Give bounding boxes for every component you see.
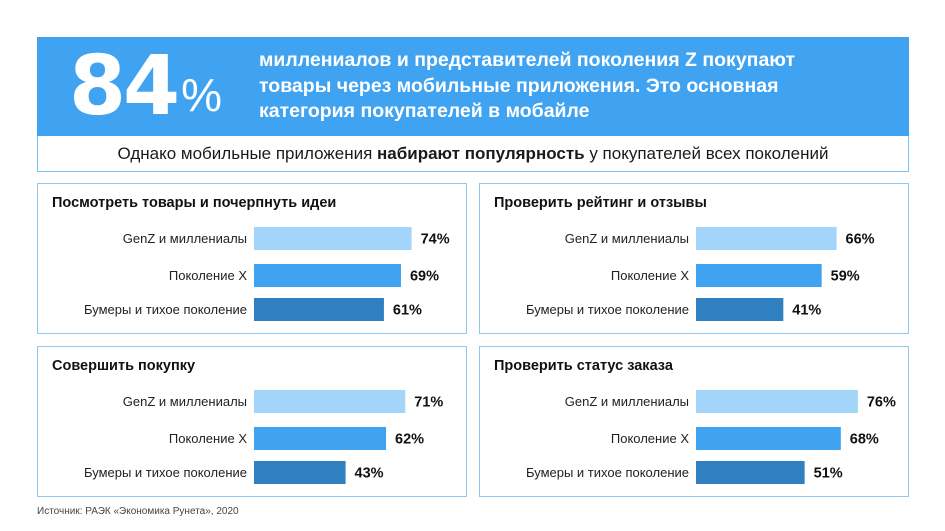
headline-number: 84 bbox=[69, 38, 180, 134]
value-label: 51% bbox=[814, 466, 843, 482]
headline-percent-sign: % bbox=[181, 68, 223, 121]
bar bbox=[696, 298, 784, 321]
category-label: Поколение X bbox=[611, 431, 689, 446]
bar bbox=[254, 461, 346, 484]
chart-panel-reviews: Проверить рейтинг и отзывы GenZ и миллен… bbox=[479, 183, 909, 334]
value-label: 76% bbox=[867, 395, 896, 411]
category-label: Бумеры и тихое поколение bbox=[526, 465, 689, 480]
subheadline-after: у покупателей всех поколений bbox=[584, 143, 829, 163]
chart-panel-browse: Посмотреть товары и почерпнуть идеи GenZ… bbox=[37, 183, 467, 334]
bar-chart-reviews: GenZ и миллениалы 66% Поколение X 59% Бумеры… bbox=[526, 227, 875, 321]
value-label: 59% bbox=[831, 269, 860, 285]
subheadline: Однако мобильные приложения набирают поп… bbox=[37, 136, 909, 172]
category-label: GenZ и миллениалы bbox=[565, 231, 689, 246]
value-label: 69% bbox=[410, 269, 439, 285]
value-label: 41% bbox=[792, 303, 821, 319]
bar bbox=[254, 264, 401, 287]
bar bbox=[696, 427, 841, 450]
category-label: Поколение X bbox=[169, 268, 247, 283]
category-label: Поколение X bbox=[611, 268, 689, 283]
headline-line: миллениалов и представителей поколения Z… bbox=[259, 49, 796, 71]
source-note: Источник: РАЭК «Экономика Рунета», 2020 bbox=[37, 506, 239, 517]
headline-line: категория покупателей в мобайле bbox=[259, 100, 590, 122]
bar bbox=[254, 427, 387, 450]
bar bbox=[696, 264, 822, 287]
headline-line: товары через мобильные приложения. Это о… bbox=[259, 74, 779, 97]
category-label: Бумеры и тихое поколение bbox=[84, 465, 247, 480]
chart-title: Посмотреть товары и почерпнуть идеи bbox=[52, 195, 337, 211]
value-label: 62% bbox=[395, 432, 424, 448]
bar-chart-browse: GenZ и миллениалы 74% Поколение X 69% Бумеры… bbox=[84, 227, 450, 321]
category-label: GenZ и миллениалы bbox=[123, 394, 247, 409]
bar bbox=[254, 227, 412, 250]
category-label: Бумеры и тихое поколение bbox=[84, 302, 247, 317]
bar bbox=[254, 390, 406, 413]
headline-banner: 84 % миллениалов и представителей поколе… bbox=[37, 37, 909, 136]
chart-panel-order-status: Проверить статус заказа GenZ и миллениал… bbox=[479, 346, 909, 497]
value-label: 71% bbox=[414, 395, 443, 411]
bar bbox=[696, 227, 837, 250]
value-label: 43% bbox=[355, 466, 384, 482]
chart-title: Проверить рейтинг и отзывы bbox=[494, 195, 707, 211]
category-label: GenZ и миллениалы bbox=[565, 394, 689, 409]
category-label: Поколение X bbox=[169, 431, 247, 446]
subheadline-bold: набирают популярность bbox=[377, 143, 585, 163]
chart-panel-purchase: Совершить покупку GenZ и миллениалы 71% По… bbox=[37, 346, 467, 497]
value-label: 66% bbox=[846, 232, 875, 248]
value-label: 61% bbox=[393, 303, 422, 319]
bar bbox=[696, 390, 858, 413]
value-label: 68% bbox=[850, 432, 879, 448]
headline-text: миллениалов и представителей поколения Z… bbox=[259, 48, 899, 125]
value-label: 74% bbox=[421, 232, 450, 248]
chart-title: Совершить покупку bbox=[52, 358, 196, 374]
category-label: Бумеры и тихое поколение bbox=[526, 302, 689, 317]
headline-stat: 84 % bbox=[69, 39, 222, 134]
bar bbox=[696, 461, 805, 484]
chart-title: Проверить статус заказа bbox=[494, 358, 673, 374]
bar-chart-order-status: GenZ и миллениалы 76% Поколение X 68% Бумеры… bbox=[526, 390, 896, 484]
bar-chart-purchase: GenZ и миллениалы 71% Поколение X 62% Бумеры… bbox=[84, 390, 443, 484]
category-label: GenZ и миллениалы bbox=[123, 231, 247, 246]
subheadline-before: Однако мобильные приложения bbox=[117, 143, 378, 163]
bar bbox=[254, 298, 384, 321]
